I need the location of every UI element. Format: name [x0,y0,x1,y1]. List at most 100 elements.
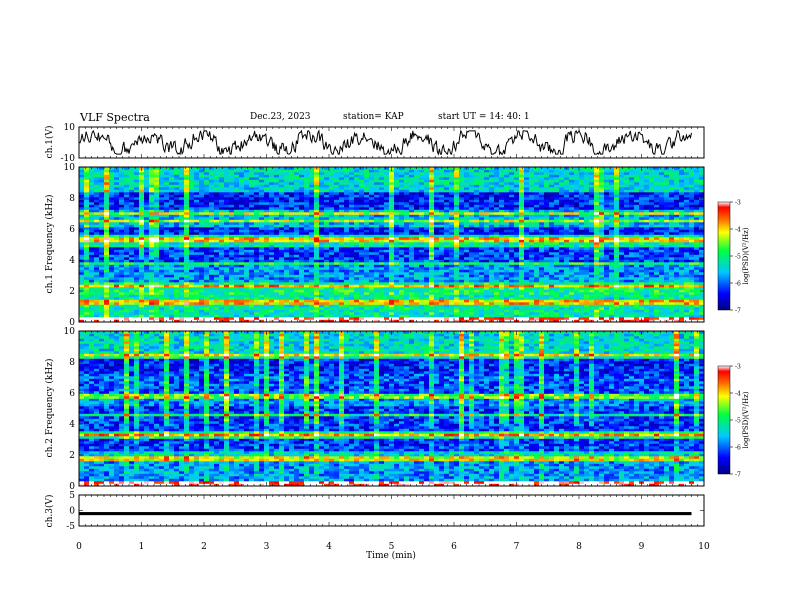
spectrogram-cell [204,244,210,248]
spectrogram-cell [254,292,260,295]
spectrogram-cell [164,182,170,185]
spectrogram-cell [309,272,315,275]
spectrogram-cell [89,284,95,288]
spectrogram-cell [104,272,110,275]
spectrogram-cell [124,239,130,243]
spectrogram-cell [294,187,300,190]
spectrogram-cell [214,257,220,260]
chart-title: VLF Spectra [80,111,150,124]
spectrogram-cell [254,177,260,180]
spectrogram-cell [319,219,325,223]
spectrogram-cell [144,182,150,185]
spectrogram-cell [349,247,355,250]
spectrogram-cell [299,257,305,260]
spectrogram-cell [259,254,265,258]
spectrogram-cell [274,167,280,170]
spectrogram-cell [139,269,145,273]
spectrogram-cell [459,177,465,180]
spectrogram-cell [299,237,305,240]
spectrogram-cell [379,224,385,228]
spectrogram-cell [399,274,405,278]
spectrogram-cell [439,287,445,290]
spectrogram-cell [354,172,360,175]
spectrogram-cell [324,297,330,300]
spectrogram-cell [104,184,110,188]
spectrogram-cell [184,232,190,235]
spectrogram-cell [214,299,220,303]
spectrogram-cell [154,297,160,300]
spectrogram-cell [309,267,315,270]
spectrogram-cell [429,222,435,225]
spectrogram-cell [429,174,435,178]
spectrogram-cell [374,222,380,225]
spectrogram-cell [419,309,425,313]
spectrogram-cell [459,232,465,235]
spectrogram-cell [164,204,170,208]
spectrogram-cell [184,172,190,175]
spectrogram-cell [429,257,435,260]
station-label: station= KAP [343,112,404,122]
spectrogram-cell [84,247,90,250]
spectrogram-cell [84,222,90,225]
spectrogram-cell [124,282,130,285]
spectrogram-cell [429,319,435,323]
spectrogram-cell [454,194,460,198]
spectrogram-cell [294,174,300,178]
spectrogram-cell [164,247,170,250]
spectrogram-cell [224,319,230,323]
spectrogram-cell [449,234,455,238]
spectrogram-cell [454,267,460,270]
spectrogram-cell [464,252,470,255]
spectrogram-cell [434,317,440,320]
spectrogram-cell [469,309,475,313]
spectrogram-cell [339,317,345,320]
spectrogram-cell [424,179,430,183]
spectrogram-cell [414,317,420,320]
spectrogram-cell [344,232,350,235]
spectrogram-cell [429,252,435,255]
spectrogram-cell [339,232,345,235]
spectrogram-cell [179,252,185,255]
spectrogram-cell [154,309,160,313]
spectrogram-cell [319,304,325,308]
spectrogram-cell [154,262,160,265]
spectrogram-cell [154,289,160,293]
spectrogram-cell [459,234,465,238]
spectrogram-cell [199,259,205,263]
spectrogram-cell [194,182,200,185]
spectrogram-cell [219,314,225,318]
spectrogram-cell [254,189,260,193]
spectrogram-cell [324,167,330,170]
spectrogram-cell [419,227,425,230]
spectrogram-cell [479,319,485,323]
spectrogram-cell [104,167,110,170]
spectrogram-cell [474,187,480,190]
spectrogram-cell [284,259,290,263]
spectrogram-cell [424,249,430,253]
spectrogram-cell [294,237,300,240]
spectrogram-cell [264,292,270,295]
spectrogram-cell [149,267,155,270]
spectrogram-cell [344,317,350,320]
spectrogram-cell [404,274,410,278]
spectrogram-cell [354,227,360,230]
spectrogram-cell [209,237,215,240]
spectrogram-cell [89,184,95,188]
spectrogram-cell [349,289,355,293]
spectrogram-cell [129,247,135,250]
spectrogram-cell [124,277,130,280]
spectrogram-cell [444,247,450,250]
spectrogram-cell [79,262,85,265]
spectrogram-cell [399,289,405,293]
spectrogram-cell [369,269,375,273]
spectrogram-cell [249,257,255,260]
spectrogram-cell [179,187,185,190]
spectrogram-cell [274,292,280,295]
spectrogram-cell [259,192,265,195]
spectrogram-cell [84,199,90,203]
spectrogram-cell [274,192,280,195]
spectrogram-cell [354,254,360,258]
spectrogram-cell [134,179,140,183]
spectrogram-cell [174,319,180,323]
spectrogram-cell [164,244,170,248]
